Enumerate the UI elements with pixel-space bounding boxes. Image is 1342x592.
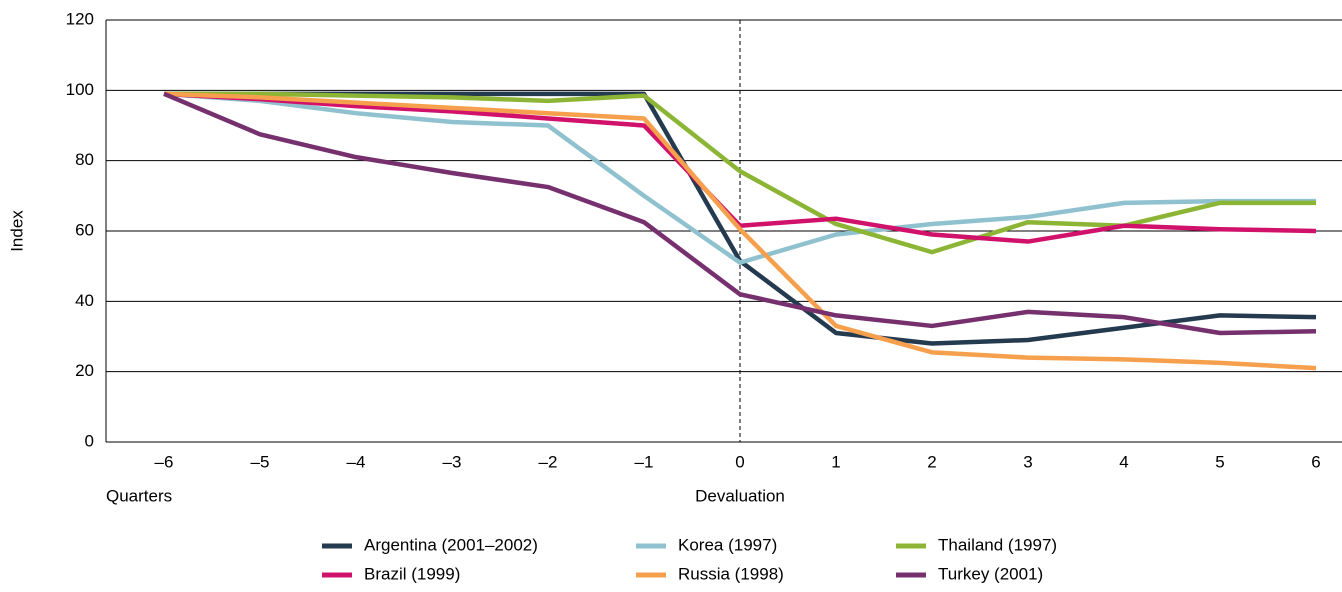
legend-label: Thailand (1997) <box>938 535 1057 554</box>
y-tick-label: 20 <box>75 361 94 380</box>
x-tick-label: –6 <box>155 452 174 471</box>
series-line <box>163 91 1317 336</box>
series-line <box>163 91 1317 371</box>
legend-label: Russia (1998) <box>678 564 784 583</box>
series-line <box>163 91 1316 265</box>
legend-label: Korea (1997) <box>678 535 777 554</box>
series-line <box>163 91 1317 244</box>
y-tick-label: 80 <box>75 150 94 169</box>
x-tick-label: –2 <box>539 452 558 471</box>
x-axis-label: Quarters <box>106 486 172 505</box>
x-tick-label: –4 <box>347 452 366 471</box>
legend-label: Turkey (2001) <box>938 564 1043 583</box>
x-tick-label: 2 <box>927 452 936 471</box>
x-tick-label: 5 <box>1215 452 1224 471</box>
legend-label: Brazil (1999) <box>364 564 460 583</box>
annotation: Devaluation <box>695 486 785 505</box>
x-tick-label: –3 <box>443 452 462 471</box>
y-tick-label: 120 <box>66 9 94 28</box>
legend-label: Argentina (2001–2002) <box>364 535 538 554</box>
y-tick-label: 60 <box>75 220 94 239</box>
x-tick-label: –5 <box>251 452 270 471</box>
y-axis-label: Index <box>7 210 26 252</box>
x-tick-label: 6 <box>1311 452 1320 471</box>
y-tick-label: 0 <box>85 431 94 450</box>
y-tick-label: 100 <box>66 80 94 99</box>
y-tick-label: 40 <box>75 291 94 310</box>
x-tick-label: –1 <box>635 452 654 471</box>
x-tick-label: 1 <box>831 452 840 471</box>
x-tick-label: 4 <box>1119 452 1128 471</box>
x-tick-label: 0 <box>735 452 744 471</box>
x-tick-label: 3 <box>1023 452 1032 471</box>
